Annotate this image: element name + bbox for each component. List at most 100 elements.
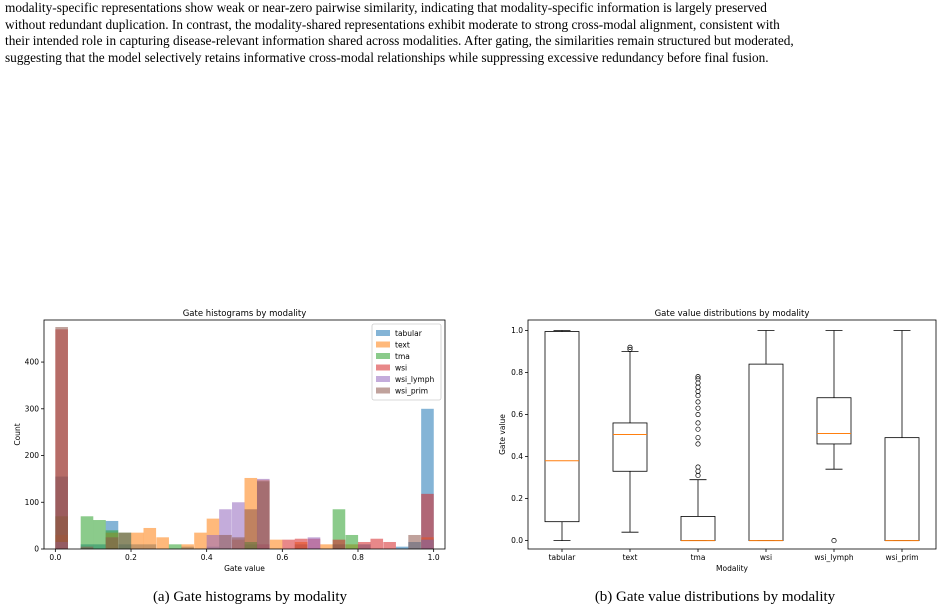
histogram-bar bbox=[320, 544, 333, 549]
histogram-bar bbox=[232, 537, 245, 549]
box-body bbox=[544, 331, 580, 523]
y-tick-label: 0 bbox=[34, 545, 39, 554]
histogram-bar bbox=[156, 537, 169, 549]
histogram-bar bbox=[80, 516, 94, 549]
histogram-bar bbox=[256, 481, 270, 549]
caption-a: (a) Gate histograms by modality bbox=[152, 589, 348, 605]
outlier-point bbox=[695, 420, 701, 426]
box-wsi_lymph bbox=[816, 330, 852, 544]
legend-label: wsi bbox=[395, 364, 407, 373]
x-tick-label: wsi bbox=[760, 553, 772, 562]
outlier-point bbox=[627, 346, 633, 352]
paragraph-line: suggesting that the model selectively re… bbox=[5, 49, 769, 65]
outlier-point bbox=[695, 426, 701, 432]
plot-frame bbox=[43, 319, 446, 550]
y-tick-label: 0.6 bbox=[511, 410, 523, 419]
x-tick-label: 0.4 bbox=[201, 553, 213, 562]
y-tick-label: 100 bbox=[25, 498, 40, 507]
histogram-bar bbox=[105, 537, 119, 549]
y-axis-label: Count bbox=[13, 423, 22, 445]
paragraph-line: their intended role in capturing disease… bbox=[5, 33, 794, 49]
histogram-bar bbox=[206, 534, 220, 549]
x-tick-label: wsi_lymph bbox=[814, 553, 853, 562]
x-tick-label: tabular bbox=[549, 553, 577, 562]
histogram-bar bbox=[194, 532, 207, 549]
histogram-bar bbox=[143, 527, 157, 549]
box-body bbox=[612, 422, 648, 472]
box-body bbox=[680, 516, 716, 541]
histogram-bar bbox=[282, 539, 295, 549]
histogram-bar bbox=[395, 546, 409, 549]
paragraph-line: modality-specific representations show w… bbox=[5, 0, 767, 15]
outlier-point bbox=[695, 384, 701, 390]
x-axis-label: Modality bbox=[716, 564, 749, 573]
y-tick-label: 0.8 bbox=[511, 368, 523, 377]
box-body bbox=[816, 397, 852, 445]
chart-title: Gate value distributions by modality bbox=[655, 309, 810, 319]
box-wsi_prim bbox=[884, 330, 920, 542]
histogram-bar bbox=[421, 539, 434, 549]
outlier-point bbox=[695, 388, 701, 394]
legend-swatch bbox=[376, 330, 390, 336]
legend-swatch bbox=[376, 341, 390, 348]
y-tick-label: 0.4 bbox=[511, 452, 523, 461]
histogram-bar bbox=[80, 546, 94, 549]
histogram-bar bbox=[55, 327, 68, 549]
histogram-bar bbox=[294, 538, 308, 549]
histogram-bar bbox=[408, 534, 421, 549]
outlier-point bbox=[695, 435, 701, 441]
outlier-point bbox=[695, 472, 701, 479]
histogram-bar bbox=[345, 534, 359, 549]
histogram-bar bbox=[332, 539, 346, 549]
outlier-point bbox=[695, 376, 701, 382]
outlier-point bbox=[695, 380, 701, 386]
histogram-bar bbox=[219, 534, 232, 549]
histogram-bar bbox=[332, 509, 346, 549]
histogram-bar bbox=[93, 520, 106, 549]
histogram-chart: 0.0 0.2 0.4 0.6 0.8 1.0 0 100 200 300 400 Gate hist… bbox=[13, 309, 446, 573]
boxplot-chart: tabular text tma wsi wsi_lymph wsi_prim 0.0 0.2… bbox=[498, 309, 937, 573]
plot-frame bbox=[527, 319, 937, 550]
legend-label: tma bbox=[395, 352, 410, 361]
x-tick-label: wsi_prim bbox=[885, 553, 918, 562]
box-text bbox=[612, 344, 648, 533]
y-axis-label: Gate value bbox=[498, 414, 507, 455]
y-tick-label: 300 bbox=[25, 404, 40, 413]
y-tick-label: 400 bbox=[25, 358, 40, 367]
caption-b: (b) Gate value distributions by modality bbox=[594, 589, 836, 605]
legend-swatch bbox=[376, 353, 390, 359]
legend-swatch bbox=[376, 364, 390, 371]
histogram-bar bbox=[307, 537, 321, 549]
histogram-bar bbox=[244, 509, 258, 549]
y-tick-label: 1.0 bbox=[511, 326, 523, 335]
histogram-bar bbox=[383, 541, 396, 549]
legend-label: tabular bbox=[395, 329, 423, 338]
outlier-point bbox=[627, 344, 633, 350]
box-body bbox=[884, 437, 920, 541]
series-wsi_prim bbox=[55, 327, 421, 549]
x-tick-label: 1.0 bbox=[428, 553, 440, 562]
histogram-bar bbox=[168, 544, 182, 549]
histogram-bar bbox=[421, 493, 434, 549]
box-wsi bbox=[748, 330, 784, 542]
x-tick-label: 0.0 bbox=[49, 553, 61, 562]
box-body bbox=[748, 363, 784, 541]
histogram-bar bbox=[357, 541, 371, 549]
histogram-bar bbox=[181, 544, 194, 549]
outlier-point bbox=[831, 538, 837, 544]
box-tabular bbox=[544, 330, 580, 541]
y-tick-label: 0.2 bbox=[511, 494, 523, 503]
chart-title: Gate histograms by modality bbox=[183, 309, 307, 319]
histogram-bar bbox=[269, 539, 283, 549]
legend: tabular text tma wsi wsi_lymph wsi_prim bbox=[371, 323, 442, 401]
x-tick-label: 0.8 bbox=[352, 553, 364, 562]
legend-label: text bbox=[395, 341, 410, 350]
outlier-point bbox=[695, 374, 701, 380]
y-tick-label: 200 bbox=[25, 451, 40, 460]
box-tma bbox=[680, 374, 716, 542]
legend-swatch bbox=[376, 387, 390, 394]
legend-swatch bbox=[376, 376, 390, 382]
outlier-point bbox=[695, 399, 701, 405]
histogram-bar bbox=[118, 532, 132, 549]
